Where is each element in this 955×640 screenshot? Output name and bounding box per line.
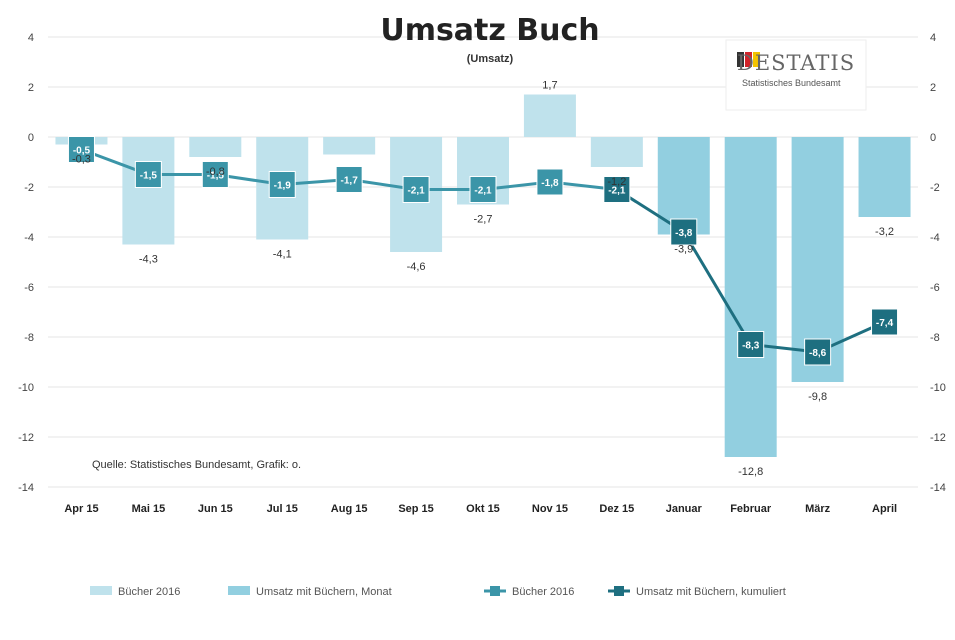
y-tick-label-right: 4: [930, 32, 936, 44]
bar-value-label: -2,7: [474, 214, 493, 226]
legend-entry: Umsatz mit Büchern, kumuliert: [636, 586, 786, 598]
chart-subtitle: (Umsatz): [467, 53, 514, 65]
y-tick-label-right: -8: [930, 332, 940, 344]
legend-entry: Umsatz mit Büchern, Monat: [256, 586, 392, 598]
line-marker: [335, 166, 363, 193]
marker-value-label: -1,7: [341, 176, 359, 187]
bar: [323, 137, 376, 155]
y-tick-label-left: -2: [24, 182, 34, 194]
bar-value-label: -4,3: [139, 254, 158, 266]
chart-title: Umsatz Buch: [380, 13, 599, 48]
bar-value-label: -0,3: [72, 154, 91, 166]
x-tick-label: Aug 15: [331, 503, 368, 515]
line-marker: [670, 218, 698, 246]
line-marker: [402, 176, 430, 203]
y-tick-label-left: -8: [24, 332, 34, 344]
y-tick-label-left: 2: [28, 82, 34, 94]
y-tick-label-left: -4: [24, 232, 34, 244]
line-marker: [804, 338, 832, 366]
line-marker: [134, 161, 162, 188]
x-tick-label: Dez 15: [599, 503, 634, 515]
legend-marker: [490, 586, 500, 596]
line-marker: [268, 171, 296, 198]
line-marker: [737, 331, 765, 358]
marker-value-label: -7,4: [876, 318, 894, 329]
bar-value-label: -4,6: [407, 261, 426, 273]
marker-value-label: -3,8: [675, 228, 693, 239]
legend-entry: Bücher 2016: [512, 586, 574, 598]
marker-value-label: -1,5: [140, 171, 158, 182]
x-tick-label: Januar: [666, 503, 703, 515]
marker-value-label: -2,1: [474, 186, 492, 197]
bar-value-label: -12,8: [738, 466, 763, 478]
source-note: Quelle: Statistisches Bundesamt, Grafik:…: [92, 459, 301, 471]
bar-value-label: -0,8: [206, 166, 225, 178]
logo-subtext: Statistisches Bundesamt: [742, 78, 841, 88]
marker-value-label: -2,1: [608, 186, 626, 197]
x-tick-label: Apr 15: [64, 503, 98, 515]
bar-series: [55, 94, 911, 457]
marker-value-label: -1,8: [541, 178, 559, 189]
y-tick-label-right: 0: [930, 132, 936, 144]
destatis-logo: DESTATIS Statistisches Bundesamt: [725, 39, 867, 111]
bar: [189, 137, 242, 157]
bar-value-label: -3,9: [674, 244, 693, 256]
legend-marker: [614, 586, 624, 596]
x-tick-label: Okt 15: [466, 503, 500, 515]
y-tick-label-right: -2: [930, 182, 940, 194]
line-marker: [67, 136, 95, 163]
y-tick-label-left: -10: [18, 382, 34, 394]
bar-value-label: 1,7: [542, 80, 557, 92]
line-markers: -0,5 -1,5 -1,5 -1,9 -1,7 -2,1 -2,1 -1,8 -2,1 -3,8…: [67, 136, 899, 366]
x-tick-label: April: [872, 503, 897, 515]
x-tick-label: Jul 15: [267, 503, 298, 515]
y-tick-label-right: -4: [930, 232, 940, 244]
data-labels: -0,3 -4,3 -0,8 -4,1 -4,6 -2,7 1,7 -1,2 -3,9 -12,8…: [72, 80, 894, 479]
y-tick-label-left: 4: [28, 32, 34, 44]
marker-value-label: -8,6: [809, 348, 827, 359]
x-tick-label: Februar: [730, 503, 772, 515]
x-tick-label: Nov 15: [532, 503, 568, 515]
bar: [122, 137, 175, 245]
logo-text: DESTATIS: [737, 51, 855, 75]
y-tick-label-left: -12: [18, 432, 34, 444]
y-tick-label-left: 0: [28, 132, 34, 144]
bar: [724, 137, 777, 457]
line-marker: [469, 176, 497, 203]
marker-value-label: -1,5: [207, 171, 225, 182]
y-tick-label-right: -6: [930, 282, 940, 294]
bar-value-label: -1,2: [607, 176, 626, 188]
bar-value-label: -4,1: [273, 249, 292, 261]
bar-value-label: -3,2: [875, 226, 894, 238]
bar: [657, 137, 710, 235]
y-tick-label-right: -14: [930, 482, 946, 494]
bar: [590, 137, 643, 167]
axes: 4 4 2 2 0 0 -2 -2 -4 -4 -6 -6 -8 -8 -10 -10 -12 -12 -14 -14…: [18, 32, 946, 515]
x-tick-label: Jun 15: [198, 503, 233, 515]
line-marker: [201, 161, 229, 188]
legend-swatch: [228, 586, 250, 595]
x-tick-label: Mai 15: [132, 503, 166, 515]
legend: Bücher 2016 Umsatz mit Büchern, Monat Büch…: [90, 586, 786, 598]
line-marker: [603, 176, 631, 203]
bar-value-label: -9,8: [808, 391, 827, 403]
marker-value-label: -2,1: [407, 186, 425, 197]
marker-value-label: -1,9: [274, 181, 292, 192]
y-tick-label-left: -6: [24, 282, 34, 294]
bar: [858, 137, 911, 217]
bar: [523, 94, 576, 137]
line-marker: [536, 168, 564, 196]
y-tick-label-left: -14: [18, 482, 34, 494]
y-tick-label-right: -12: [930, 432, 946, 444]
marker-value-label: -8,3: [742, 341, 760, 352]
x-tick-label: Sep 15: [398, 503, 433, 515]
legend-swatch: [90, 586, 112, 595]
x-tick-label: März: [805, 503, 831, 515]
marker-value-label: -0,5: [73, 146, 91, 157]
y-tick-label-right: -10: [930, 382, 946, 394]
line-marker: [871, 308, 899, 336]
legend-entry: Bücher 2016: [118, 586, 180, 598]
y-tick-label-right: 2: [930, 82, 936, 94]
